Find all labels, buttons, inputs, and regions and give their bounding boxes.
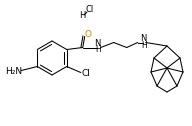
Text: N: N [94,39,101,48]
Text: Cl: Cl [86,5,94,13]
Text: H: H [141,40,147,50]
Text: H: H [95,45,101,55]
Text: H: H [79,10,85,20]
Text: O: O [85,30,92,39]
Text: N: N [141,34,147,43]
Text: H₂N: H₂N [5,67,22,76]
Text: Cl: Cl [81,69,90,78]
